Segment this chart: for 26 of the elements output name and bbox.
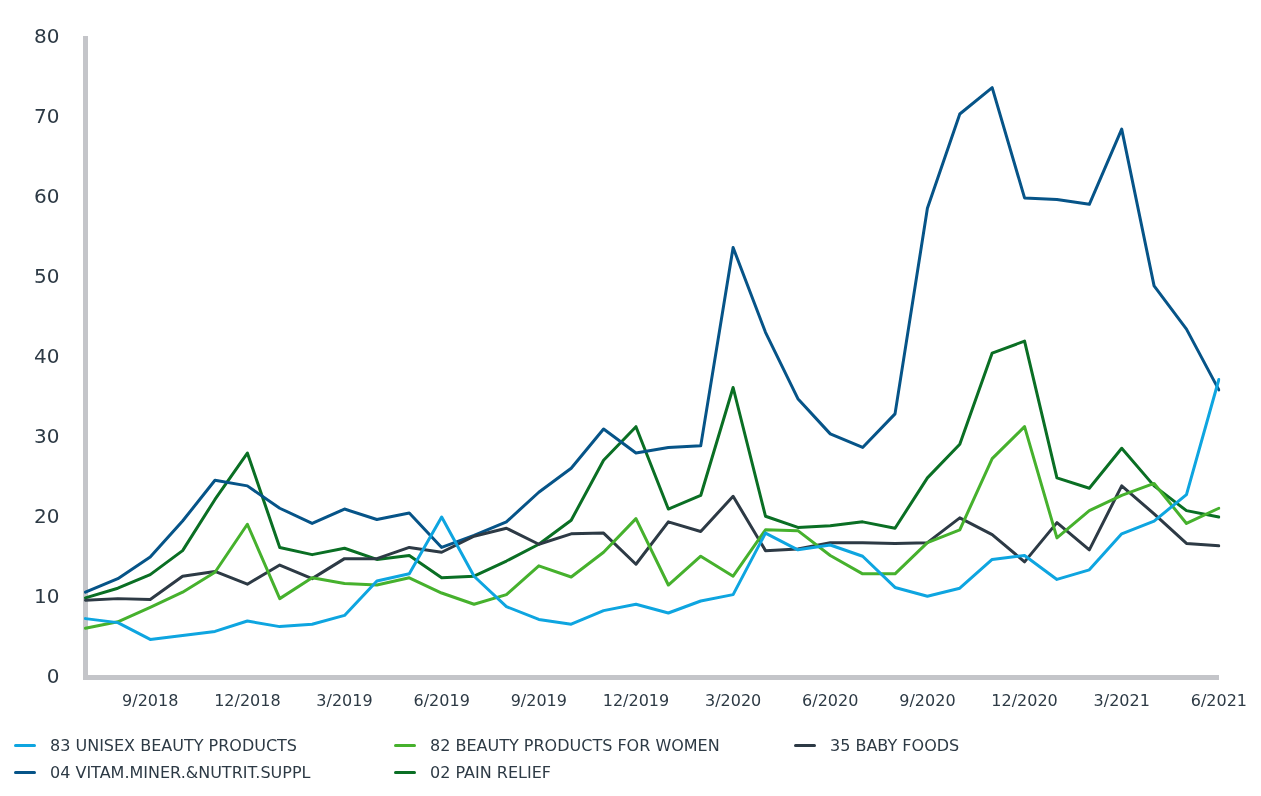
x-tick-label: 6/2020 xyxy=(802,690,859,710)
legend-label: 83 UNISEX BEAUTY PRODUCTS xyxy=(50,736,298,755)
y-tick-label: 10 xyxy=(34,584,60,609)
y-tick-label: 70 xyxy=(34,104,60,129)
y-tick-label: 60 xyxy=(34,184,60,209)
x-tick-label: 3/2020 xyxy=(704,690,762,710)
x-tick-label: 12/2019 xyxy=(602,690,670,710)
y-tick-label: 0 xyxy=(46,664,60,688)
x-tick-label: 3/2021 xyxy=(1093,690,1150,710)
x-tick-label: 9/2020 xyxy=(899,690,956,710)
x-tick-label: 12/2020 xyxy=(991,690,1058,710)
y-tick-label: 30 xyxy=(34,424,60,449)
legend-label: 35 BABY FOODS xyxy=(830,736,960,755)
legend-label: 82 BEAUTY PRODUCTS FOR WOMEN xyxy=(430,736,720,755)
y-tick-label: 80 xyxy=(34,24,60,49)
legend-label: 04 VITAM.MINER.&NUTRIT.SUPPL xyxy=(50,763,311,782)
y-tick-label: 40 xyxy=(34,344,60,369)
legend-label: 02 PAIN RELIEF xyxy=(430,763,551,782)
x-tick-label: 6/2019 xyxy=(413,690,470,710)
x-tick-label: 12/2018 xyxy=(214,690,281,710)
y-tick-label: 20 xyxy=(34,504,60,529)
x-tick-label: 9/2019 xyxy=(510,690,567,710)
x-tick-label: 9/2018 xyxy=(122,690,179,710)
x-tick-label: 3/2019 xyxy=(316,690,373,710)
y-tick-label: 50 xyxy=(34,264,60,289)
x-tick-label: 6/2021 xyxy=(1190,690,1247,710)
